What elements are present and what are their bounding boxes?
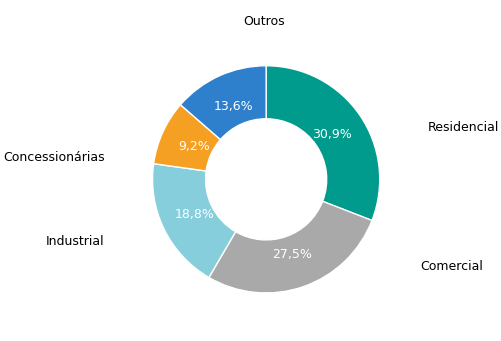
Text: 13,6%: 13,6% — [213, 101, 253, 114]
Text: Outros: Outros — [242, 15, 284, 28]
Wedge shape — [208, 201, 371, 293]
Text: Residencial: Residencial — [427, 121, 498, 134]
Wedge shape — [266, 66, 379, 221]
Text: 30,9%: 30,9% — [311, 128, 351, 141]
Text: 9,2%: 9,2% — [177, 140, 209, 153]
Text: 27,5%: 27,5% — [272, 248, 312, 261]
Text: Concessionárias: Concessionárias — [3, 151, 104, 164]
Text: 18,8%: 18,8% — [174, 208, 214, 221]
Wedge shape — [153, 105, 220, 171]
Wedge shape — [180, 66, 266, 139]
Wedge shape — [152, 164, 235, 278]
Text: Comercial: Comercial — [419, 260, 482, 273]
Text: Industrial: Industrial — [46, 235, 104, 248]
